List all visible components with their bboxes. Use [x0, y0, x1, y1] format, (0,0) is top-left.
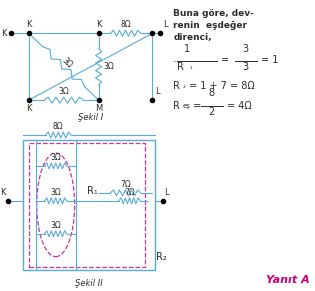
- Text: 2: 2: [208, 107, 215, 117]
- Text: =: =: [221, 55, 229, 65]
- Bar: [29, 143, 146, 267]
- Text: = 4Ω: = 4Ω: [227, 101, 252, 111]
- Text: R₂: R₂: [157, 252, 167, 262]
- Text: 3Ω: 3Ω: [50, 188, 61, 197]
- Text: R: R: [177, 62, 184, 72]
- Text: L: L: [155, 87, 160, 96]
- Text: K: K: [26, 20, 32, 29]
- Text: ·: ·: [172, 57, 176, 67]
- Text: K: K: [26, 104, 32, 113]
- Text: 8Ω: 8Ω: [53, 122, 64, 131]
- Text: R₁: R₁: [87, 186, 98, 196]
- Text: L: L: [164, 188, 169, 197]
- Text: 7Ω: 7Ω: [120, 180, 131, 189]
- Text: K: K: [96, 20, 101, 29]
- Text: Buna göre, dev-: Buna göre, dev-: [173, 9, 254, 18]
- Text: renin  eşdeğer: renin eşdeğer: [173, 21, 247, 30]
- Text: ₂: ₂: [182, 83, 185, 89]
- Text: M: M: [95, 104, 102, 113]
- Text: 3Ω: 3Ω: [104, 62, 114, 71]
- Text: =: =: [193, 101, 202, 111]
- Text: 3Ω: 3Ω: [50, 153, 61, 162]
- Text: 8Ω: 8Ω: [120, 20, 131, 29]
- Text: Şekil II: Şekil II: [75, 279, 102, 288]
- Text: K: K: [1, 29, 7, 38]
- Text: 3Ω: 3Ω: [58, 87, 69, 96]
- Text: 3Ω: 3Ω: [50, 221, 61, 230]
- Text: 7Ω: 7Ω: [124, 188, 135, 197]
- Text: ₁: ₁: [189, 64, 192, 70]
- Text: direnci,: direnci,: [173, 33, 212, 42]
- Text: R: R: [173, 101, 180, 111]
- Text: Yanıt A: Yanıt A: [266, 275, 310, 285]
- Text: L: L: [163, 20, 168, 29]
- Text: eş: eş: [182, 103, 190, 109]
- Text: 3Ω: 3Ω: [60, 56, 74, 70]
- Bar: [23, 140, 155, 270]
- Text: 8: 8: [208, 88, 214, 98]
- Text: R: R: [173, 81, 180, 91]
- Text: 3: 3: [242, 44, 248, 54]
- Text: Şekil I: Şekil I: [78, 113, 103, 122]
- Text: = 1 + 7 = 8Ω: = 1 + 7 = 8Ω: [189, 81, 255, 91]
- Text: = 1: = 1: [261, 55, 278, 65]
- Text: 1: 1: [184, 44, 190, 54]
- Text: K: K: [0, 188, 6, 197]
- Text: 3: 3: [242, 62, 248, 72]
